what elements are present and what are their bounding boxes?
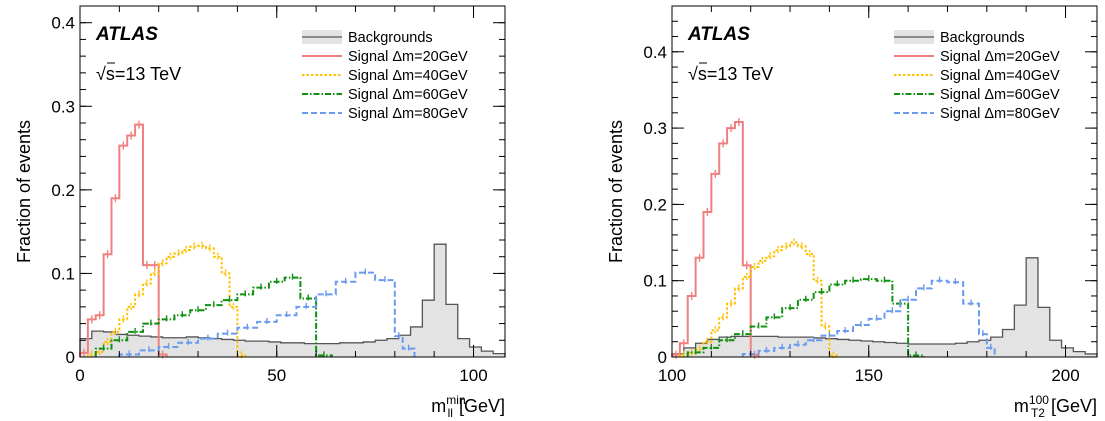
x-tick-label: 150 [855,366,883,385]
atlas-label: ATLAS [687,24,750,45]
y-tick-label: 0.2 [643,195,667,214]
x-tick-label: 0 [75,366,84,385]
histogram-series-1 [79,123,168,357]
energy-text: s=13 TeV [106,64,181,84]
x-axis-label-sub: T2 [1031,406,1045,420]
legend-label: Backgrounds [348,30,433,46]
x-axis-label-main: m [431,396,446,416]
x-tick-label: 200 [1051,366,1079,385]
y-tick-label: 0 [66,348,75,367]
legend-label: Signal Δm=80GeV [940,106,1060,122]
x-tick-label: 50 [267,366,286,385]
y-tick-label: 0.1 [51,264,75,283]
left-chart-panel: 0 0.1 0.2 0.3 0.4 0 50 100 Fraction of events mmi… [14,5,506,420]
x-axis-label-main: m [1014,396,1029,416]
histogram-series-0 [79,243,506,357]
y-axis-label: Fraction of events [606,120,626,263]
y-tick-label: 0.1 [643,272,667,291]
histogram-series-2 [678,241,839,357]
right-chart-panel: 0 0.1 0.2 0.3 0.4 100 150 200 Fraction of events… [606,5,1098,420]
legend-label: Signal Δm=60GeV [940,87,1060,103]
histogram-series-2 [86,244,247,357]
atlas-label: ATLAS [95,24,158,45]
y-tick-label: 0.3 [51,97,75,116]
x-axis-label-unit: [GeV] [459,396,505,416]
legend-label: Signal Δm=20GeV [348,49,468,65]
y-tick-label: 0 [658,348,667,367]
y-tick-label: 0.3 [643,119,667,138]
legend-label: Signal Δm=20GeV [940,49,1060,65]
x-axis-label: mmin ll [GeV] [431,393,505,420]
histogram-series-1 [671,120,760,357]
energy-label: √s=13 TeV [688,64,773,84]
y-tick-label: 0.4 [51,14,75,33]
x-axis-label-unit: [GeV] [1051,396,1097,416]
x-axis-label-sub: ll [448,406,453,420]
legend-label: Signal Δm=40GeV [348,68,468,84]
legend-label: Signal Δm=60GeV [348,87,468,103]
legend-label: Signal Δm=40GeV [940,68,1060,84]
legend-label: Backgrounds [940,30,1025,46]
y-axis-label: Fraction of events [14,120,34,263]
sqrt-symbol: √ [688,64,698,84]
x-axis-label-sup: 100 [1029,393,1049,407]
y-tick-label: 0.4 [643,43,667,62]
plot-frame [671,5,1098,358]
energy-text: s=13 TeV [698,64,773,84]
histogram-series-0 [671,257,1098,357]
x-axis-label-sup: min [446,393,465,407]
y-tick-label: 0.2 [51,181,75,200]
energy-label: √s=13 TeV [96,64,181,84]
x-axis-label: m100 T2 [GeV] [1014,393,1097,420]
sqrt-symbol: √ [96,64,106,84]
plot-frame [79,5,506,358]
legend-label: Signal Δm=80GeV [348,106,468,122]
x-tick-label: 100 [658,366,686,385]
x-tick-label: 100 [459,366,487,385]
